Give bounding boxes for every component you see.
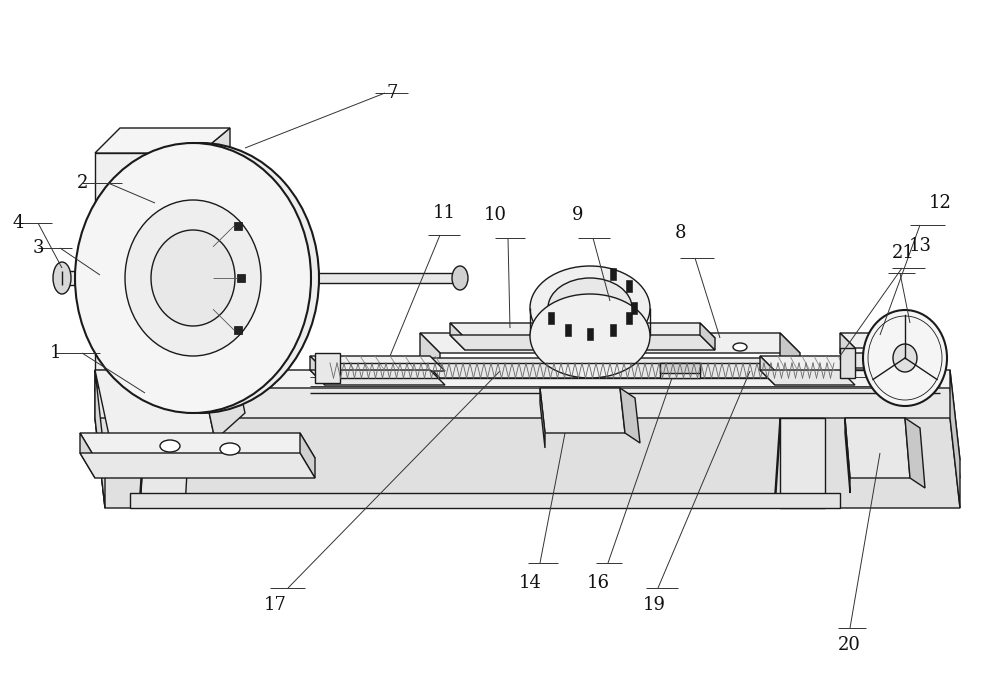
Polygon shape <box>95 370 215 440</box>
Ellipse shape <box>483 339 497 347</box>
Text: 3: 3 <box>32 239 44 257</box>
Polygon shape <box>840 348 855 378</box>
Polygon shape <box>845 418 910 478</box>
Polygon shape <box>890 333 905 368</box>
Polygon shape <box>300 433 315 478</box>
Ellipse shape <box>160 440 180 452</box>
Polygon shape <box>95 370 105 508</box>
Polygon shape <box>626 280 632 292</box>
Polygon shape <box>310 370 445 385</box>
Polygon shape <box>234 326 242 334</box>
Polygon shape <box>420 333 440 378</box>
Text: 20: 20 <box>838 636 860 654</box>
Polygon shape <box>780 333 800 378</box>
Ellipse shape <box>220 443 240 455</box>
Polygon shape <box>840 333 905 348</box>
Ellipse shape <box>75 143 311 413</box>
Ellipse shape <box>548 278 632 338</box>
Polygon shape <box>626 312 632 324</box>
Polygon shape <box>540 388 625 433</box>
Text: 2: 2 <box>76 174 88 192</box>
Polygon shape <box>700 323 715 350</box>
Polygon shape <box>95 153 200 370</box>
Polygon shape <box>775 418 780 508</box>
Polygon shape <box>760 370 855 385</box>
Polygon shape <box>610 268 616 280</box>
Polygon shape <box>840 333 855 368</box>
Ellipse shape <box>83 143 319 413</box>
Ellipse shape <box>893 344 917 372</box>
Ellipse shape <box>53 262 71 294</box>
Polygon shape <box>200 343 245 440</box>
Text: 10: 10 <box>484 206 507 224</box>
Polygon shape <box>315 353 340 383</box>
Text: 11: 11 <box>432 204 456 222</box>
Text: 14: 14 <box>519 574 541 592</box>
Polygon shape <box>660 363 700 378</box>
Polygon shape <box>95 418 960 508</box>
Polygon shape <box>840 353 905 368</box>
Polygon shape <box>62 271 145 285</box>
Polygon shape <box>80 453 315 478</box>
Polygon shape <box>95 370 105 478</box>
Polygon shape <box>950 370 960 508</box>
Text: 9: 9 <box>572 206 584 224</box>
Text: 17: 17 <box>264 596 286 614</box>
Polygon shape <box>80 433 95 478</box>
Text: 16: 16 <box>586 574 610 592</box>
Polygon shape <box>564 324 570 335</box>
Polygon shape <box>620 388 640 443</box>
Polygon shape <box>760 356 775 385</box>
Text: 13: 13 <box>908 237 932 255</box>
Ellipse shape <box>543 339 557 347</box>
Text: 8: 8 <box>674 224 686 242</box>
Polygon shape <box>845 418 850 493</box>
Polygon shape <box>631 301 637 313</box>
Polygon shape <box>540 388 545 448</box>
Polygon shape <box>95 128 230 153</box>
Polygon shape <box>95 388 105 508</box>
Ellipse shape <box>151 230 235 326</box>
Text: 1: 1 <box>49 344 61 362</box>
Polygon shape <box>95 370 960 460</box>
Polygon shape <box>200 128 230 370</box>
Polygon shape <box>548 312 554 324</box>
Polygon shape <box>450 323 715 338</box>
Text: 19: 19 <box>642 596 666 614</box>
Text: 4: 4 <box>12 214 24 232</box>
Polygon shape <box>610 324 616 335</box>
Ellipse shape <box>530 266 650 350</box>
Polygon shape <box>450 335 715 350</box>
Polygon shape <box>780 418 825 508</box>
Polygon shape <box>420 358 800 378</box>
Polygon shape <box>587 328 593 340</box>
Polygon shape <box>140 418 145 508</box>
Polygon shape <box>310 356 325 385</box>
Polygon shape <box>234 222 242 230</box>
Text: 12: 12 <box>929 194 951 212</box>
Polygon shape <box>660 363 700 373</box>
Ellipse shape <box>733 343 747 351</box>
Polygon shape <box>420 333 800 353</box>
Polygon shape <box>95 388 960 478</box>
Ellipse shape <box>693 341 707 349</box>
Polygon shape <box>310 356 445 371</box>
Polygon shape <box>237 274 245 282</box>
Ellipse shape <box>125 200 261 356</box>
Ellipse shape <box>863 310 947 406</box>
Text: 7: 7 <box>386 84 398 102</box>
Text: 21: 21 <box>892 244 914 262</box>
Polygon shape <box>130 493 840 508</box>
Polygon shape <box>450 323 465 350</box>
Polygon shape <box>905 418 925 488</box>
Ellipse shape <box>530 294 650 378</box>
Ellipse shape <box>452 266 468 290</box>
Polygon shape <box>760 356 855 371</box>
Polygon shape <box>80 433 315 458</box>
Polygon shape <box>140 418 190 508</box>
Polygon shape <box>145 273 460 283</box>
